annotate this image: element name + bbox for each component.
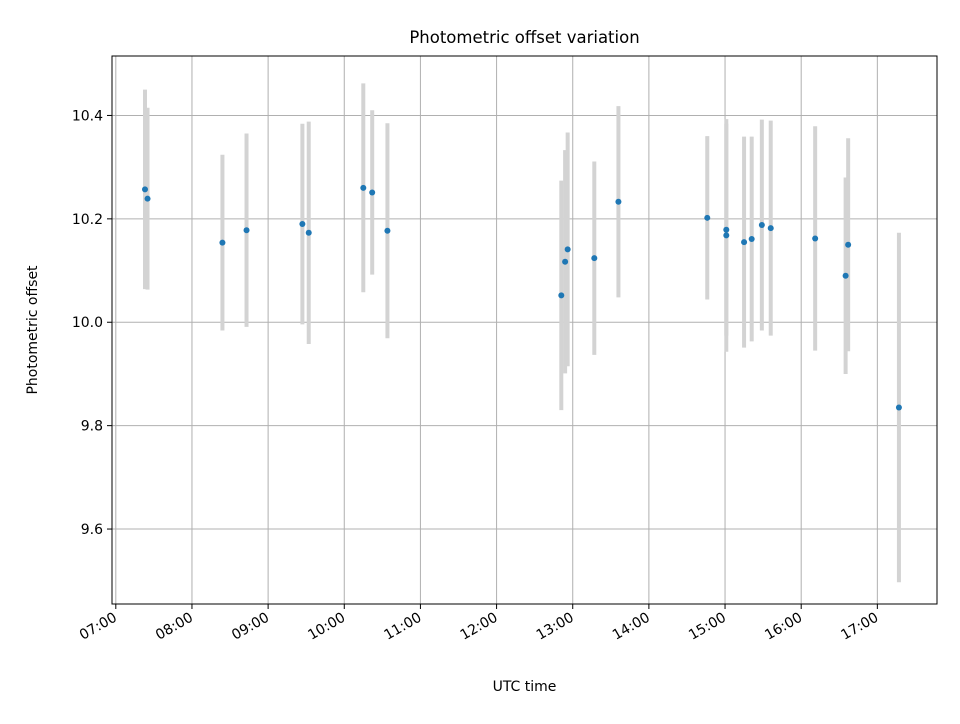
x-tick-label: 08:00 [153, 610, 196, 644]
data-point [369, 189, 376, 196]
x-tick-label: 14:00 [610, 610, 653, 644]
data-point [562, 258, 569, 265]
data-point [299, 221, 306, 228]
x-tick-label: 16:00 [762, 610, 805, 644]
x-tick-label: 11:00 [381, 610, 424, 644]
x-axis-ticks: 07:00 08:00 09:00 10:00 11:00 12:00 13:00 14:00… [77, 604, 881, 644]
data-point [723, 232, 730, 239]
data-point [243, 227, 250, 234]
data-point [758, 222, 765, 229]
x-tick-label: 13:00 [534, 610, 577, 644]
y-axis-label: Photometric offset [25, 265, 41, 395]
x-tick-label: 09:00 [229, 610, 272, 644]
data-point [142, 186, 148, 193]
data-point [842, 272, 849, 279]
data-point [812, 235, 819, 242]
data-point [305, 229, 312, 236]
data-point [144, 195, 151, 202]
data-point [384, 227, 391, 234]
x-tick-label: 17:00 [838, 610, 881, 644]
x-tick-label: 10:00 [305, 610, 348, 644]
data-point [704, 214, 711, 221]
data-point [723, 226, 730, 233]
data-point [360, 184, 367, 191]
data-point [564, 246, 571, 253]
y-tick-label: 10.2 [72, 212, 103, 228]
data-points [142, 184, 902, 411]
y-tick-label: 9.8 [81, 419, 103, 435]
x-axis-label: UTC time [493, 679, 557, 695]
y-tick-label: 10.4 [72, 108, 103, 124]
data-point [895, 404, 902, 411]
data-point [591, 255, 598, 262]
data-point [741, 239, 748, 246]
x-tick-label: 12:00 [458, 610, 501, 644]
data-point [615, 198, 622, 205]
data-point [219, 239, 226, 246]
y-tick-label: 9.6 [81, 522, 103, 538]
chart-title: Photometric offset variation [409, 28, 639, 47]
x-tick-label: 15:00 [686, 610, 729, 644]
data-point [767, 225, 774, 232]
data-point [845, 241, 852, 248]
grid [112, 56, 937, 604]
data-point [748, 236, 755, 243]
plot-frame [111, 55, 938, 605]
x-tick-label: 07:00 [77, 610, 120, 644]
data-point [558, 292, 565, 299]
error-bars [143, 83, 901, 583]
y-tick-label: 10.0 [72, 315, 103, 331]
y-axis-ticks: 9.6 9.8 10.0 10.2 10.4 [72, 108, 112, 538]
